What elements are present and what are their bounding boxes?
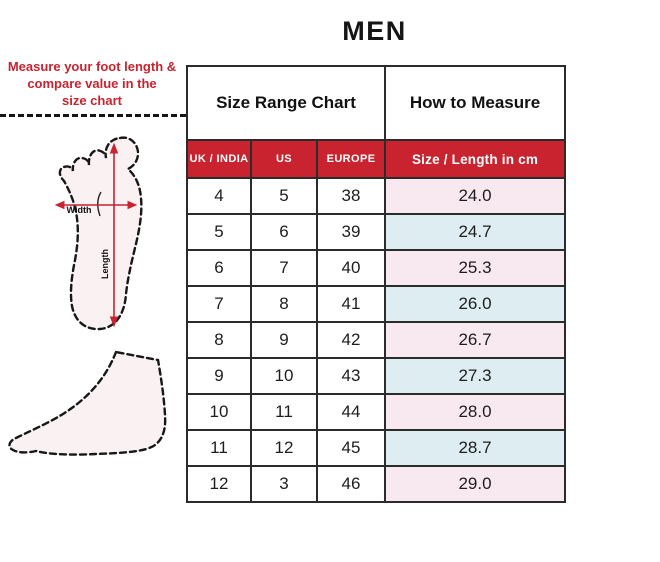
table-cell: 24.7 bbox=[384, 213, 567, 251]
table-cell: 39 bbox=[315, 213, 387, 251]
table-cell: 25.3 bbox=[384, 249, 567, 287]
length-label: Length bbox=[100, 249, 110, 279]
table-cell: 9 bbox=[250, 321, 318, 359]
table-cell: 40 bbox=[315, 249, 387, 287]
foot-side-illustration bbox=[8, 350, 167, 456]
dashed-divider bbox=[0, 114, 186, 117]
table-cell: 44 bbox=[315, 393, 387, 431]
table-cell: 10 bbox=[250, 357, 318, 395]
instruction-line: compare value in the bbox=[27, 76, 157, 91]
table-cell: 28.7 bbox=[384, 429, 567, 467]
foot-side-outline bbox=[8, 350, 167, 456]
table-row: 12 3 46 29.0 bbox=[186, 465, 567, 503]
table-row: 11 12 45 28.7 bbox=[186, 429, 567, 467]
table-row: 8 9 42 26.7 bbox=[186, 321, 567, 359]
table-row: 6 7 40 25.3 bbox=[186, 249, 567, 287]
table-cell: 26.0 bbox=[384, 285, 567, 323]
width-label: Width bbox=[67, 205, 92, 215]
size-chart-table: Size Range Chart How to Measure UK / IND… bbox=[185, 65, 567, 503]
table-cell: 8 bbox=[186, 321, 252, 359]
table-cell: 12 bbox=[250, 429, 318, 467]
table-cell: 6 bbox=[250, 213, 318, 251]
table-cell: 4 bbox=[186, 177, 252, 215]
table-cell: 9 bbox=[186, 357, 252, 395]
foot-sole-outline bbox=[58, 136, 143, 331]
table-cell: 11 bbox=[250, 393, 318, 431]
table-cell: 6 bbox=[186, 249, 252, 287]
table-cell: 45 bbox=[315, 429, 387, 467]
instruction-line: size chart bbox=[62, 93, 122, 108]
table-cell: 7 bbox=[186, 285, 252, 323]
ball-crease-mark bbox=[97, 191, 102, 217]
length-arrow bbox=[109, 142, 119, 328]
column-header-row: UK / INDIA US EUROPE Size / Length in cm bbox=[186, 139, 567, 179]
width-arrow bbox=[54, 200, 138, 210]
table-cell: 12 bbox=[186, 465, 252, 503]
table-cell: 42 bbox=[315, 321, 387, 359]
table-row: 4 5 38 24.0 bbox=[186, 177, 567, 215]
col-header-uk-india: UK / INDIA bbox=[186, 139, 252, 179]
table-row: 10 11 44 28.0 bbox=[186, 393, 567, 431]
page-title: MEN bbox=[342, 16, 407, 46]
table-cell: 26.7 bbox=[384, 321, 567, 359]
table-row: 5 6 39 24.7 bbox=[186, 213, 567, 251]
col-header-europe: EUROPE bbox=[315, 139, 387, 179]
table-cell: 43 bbox=[315, 357, 387, 395]
table-cell: 7 bbox=[250, 249, 318, 287]
table-cell: 5 bbox=[250, 177, 318, 215]
table-cell: 46 bbox=[315, 465, 387, 503]
measure-instruction: Measure your foot length & compare value… bbox=[2, 58, 182, 109]
how-to-measure-header: How to Measure bbox=[384, 65, 567, 141]
table-cell: 3 bbox=[250, 465, 318, 503]
foot-sole-illustration: Width Length bbox=[54, 136, 143, 331]
table-cell: 10 bbox=[186, 393, 252, 431]
table-cell: 38 bbox=[315, 177, 387, 215]
table-cell: 27.3 bbox=[384, 357, 567, 395]
table-row: 9 10 43 27.3 bbox=[186, 357, 567, 395]
col-header-us: US bbox=[250, 139, 318, 179]
table-cell: 41 bbox=[315, 285, 387, 323]
table-cell: 24.0 bbox=[384, 177, 567, 215]
table-cell: 29.0 bbox=[384, 465, 567, 503]
size-table-body: 4 5 38 24.0 5 6 39 24.7 6 7 40 25.3 7 8 41 26.0 8 9 42 26.7… bbox=[186, 177, 567, 503]
table-cell: 5 bbox=[186, 213, 252, 251]
table-cell: 28.0 bbox=[384, 393, 567, 431]
group-header-row: Size Range Chart How to Measure bbox=[185, 65, 567, 141]
table-cell: 8 bbox=[250, 285, 318, 323]
table-cell: 11 bbox=[186, 429, 252, 467]
table-row: 7 8 41 26.0 bbox=[186, 285, 567, 323]
size-range-chart-header: Size Range Chart bbox=[185, 65, 387, 141]
col-header-size-length: Size / Length in cm bbox=[384, 139, 567, 179]
instruction-line: Measure your foot length & bbox=[7, 59, 177, 74]
